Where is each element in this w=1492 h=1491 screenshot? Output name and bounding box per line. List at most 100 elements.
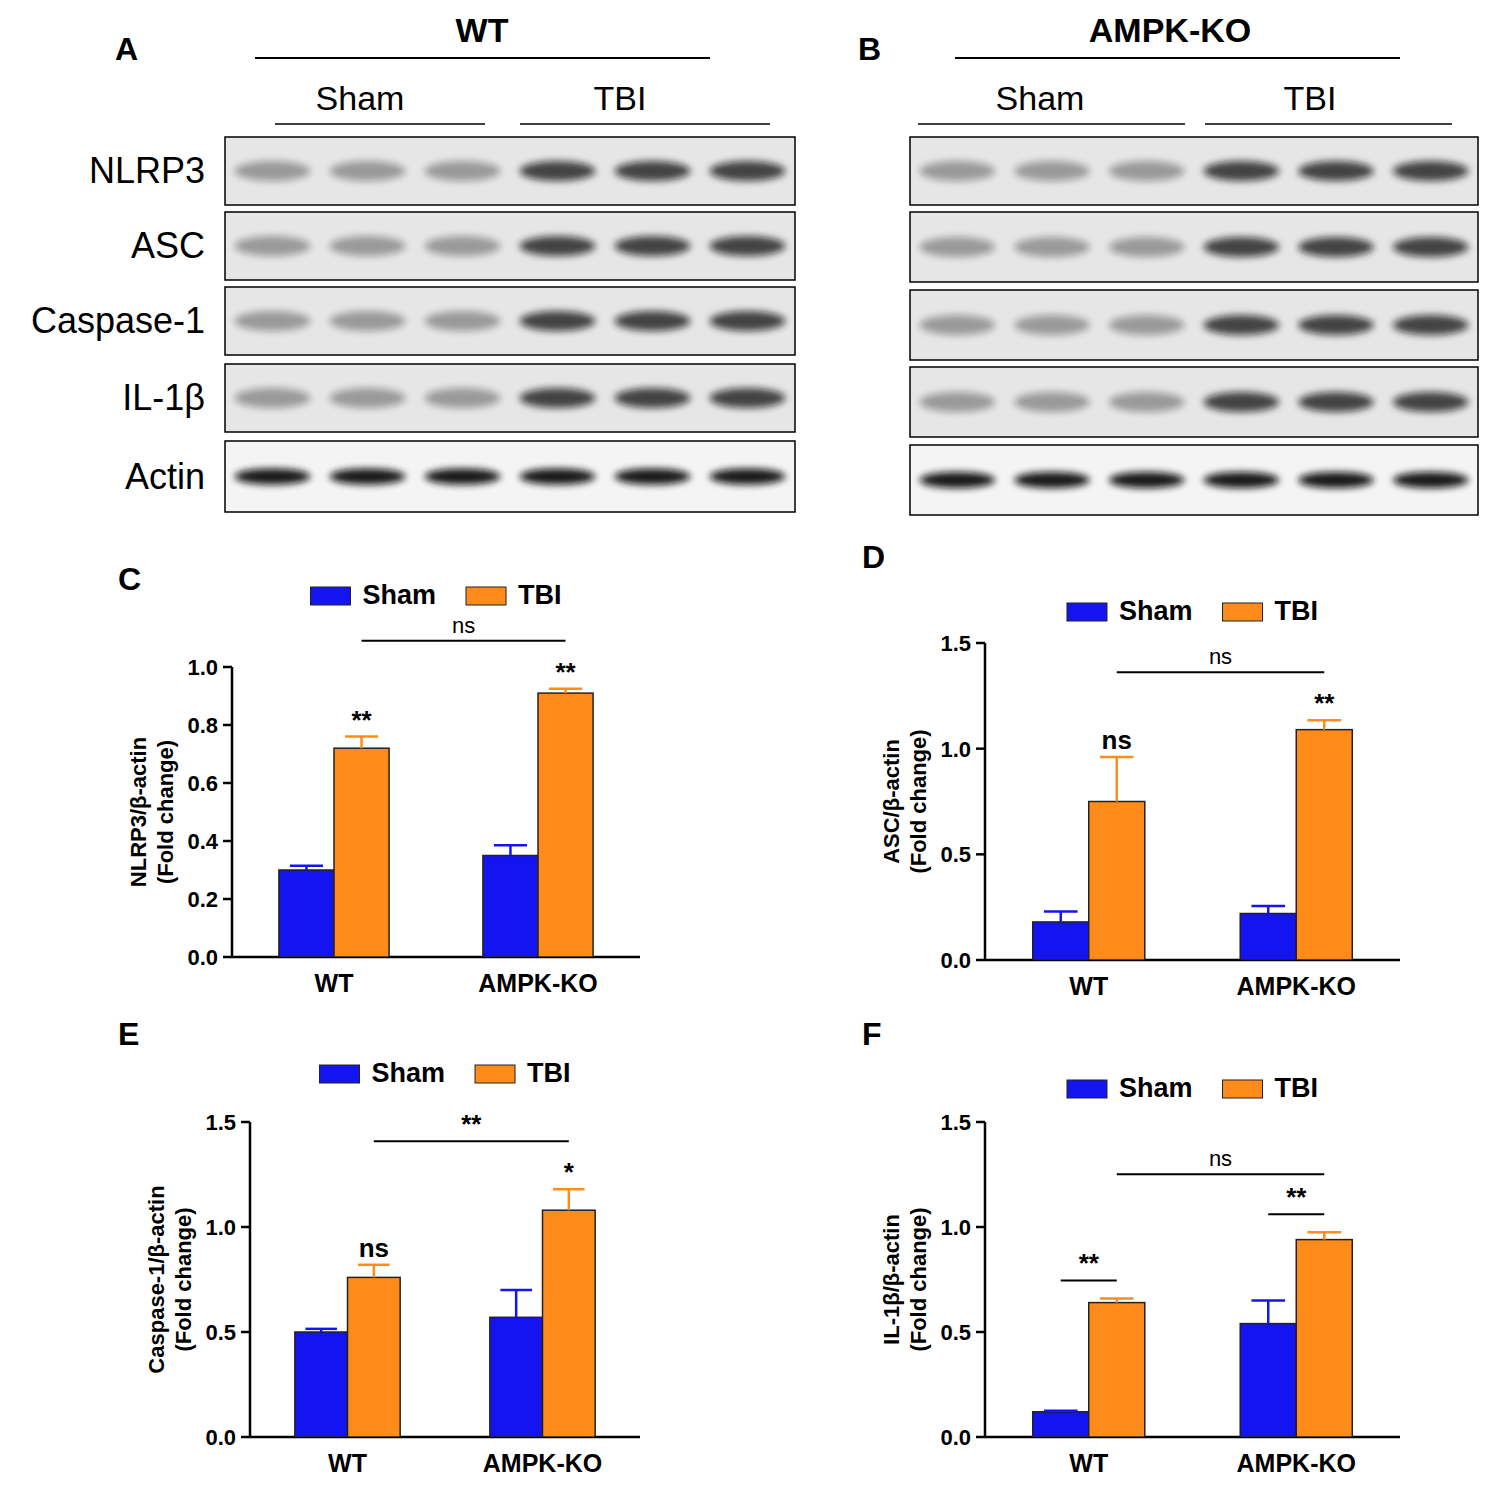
y-tick xyxy=(976,1226,985,1229)
bar xyxy=(1033,922,1089,960)
panel-letter: C xyxy=(118,561,141,597)
error-bar xyxy=(553,1189,585,1210)
bar xyxy=(538,693,593,957)
blot-band xyxy=(919,161,995,181)
blot-band xyxy=(1393,472,1469,488)
blot-band xyxy=(710,388,786,408)
blot-band xyxy=(1109,237,1185,257)
y-tick xyxy=(976,853,985,856)
error-stem xyxy=(360,737,363,749)
bar xyxy=(295,1332,348,1437)
blot-band xyxy=(615,236,691,256)
y-tick xyxy=(241,1331,250,1334)
blot-band xyxy=(520,469,596,485)
y-tick-label: 0.8 xyxy=(187,713,218,738)
x-tick-label: WT xyxy=(1069,972,1108,1000)
bracket-label: ** xyxy=(461,1109,482,1139)
blot-band xyxy=(1109,315,1185,335)
error-bar xyxy=(1100,757,1134,801)
blot-band xyxy=(919,392,995,412)
blot-band xyxy=(1393,161,1469,181)
y-tick-label: 1.5 xyxy=(940,1110,971,1135)
blot-band xyxy=(1014,161,1090,181)
group-line xyxy=(520,123,770,125)
blot-band xyxy=(615,311,691,331)
group-line xyxy=(1205,123,1452,125)
error-stem xyxy=(373,1265,376,1278)
blot-band xyxy=(235,311,311,331)
legend: ShamTBI xyxy=(1067,1073,1318,1103)
legend-swatch xyxy=(319,1065,359,1083)
bracket xyxy=(1117,671,1325,673)
y-tick xyxy=(241,1226,250,1229)
y-tick xyxy=(223,898,232,901)
x-tick-label: AMPK-KO xyxy=(478,969,597,997)
bar xyxy=(1296,1240,1352,1437)
y-tick-label: 0.0 xyxy=(187,945,218,970)
blot-band xyxy=(1109,161,1185,181)
error-bar xyxy=(1251,1301,1285,1324)
y-tick-label: 1.0 xyxy=(205,1215,236,1240)
y-axis-title: ASC/β-actin xyxy=(879,739,904,864)
error-bar xyxy=(305,1329,337,1332)
y-tick-label: 0.0 xyxy=(205,1425,236,1450)
y-tick-label: 0.5 xyxy=(940,842,971,867)
bracket xyxy=(1061,1279,1117,1281)
blot-band xyxy=(919,315,995,335)
blot-band xyxy=(425,388,501,408)
blot-band xyxy=(710,311,786,331)
blot-band xyxy=(710,236,786,256)
y-tick xyxy=(241,1436,250,1439)
blot-band xyxy=(235,388,311,408)
plot-area xyxy=(1033,1232,1353,1437)
error-cap xyxy=(1044,910,1078,913)
legend-label: Sham xyxy=(362,580,436,610)
legend-label: Sham xyxy=(371,1058,445,1088)
bar xyxy=(1240,1324,1296,1437)
genotype-line xyxy=(955,57,1400,59)
blot-band xyxy=(1393,237,1469,257)
blot-band xyxy=(919,472,995,488)
y-tick-label: 1.5 xyxy=(205,1110,236,1135)
error-bar xyxy=(358,1265,390,1278)
bar-chart: C0.00.20.40.60.81.0NLRP3/β-actin(Fold ch… xyxy=(118,561,640,997)
blot-band xyxy=(710,469,786,485)
legend-label: TBI xyxy=(1275,1073,1319,1103)
bracket xyxy=(374,1140,569,1142)
significance: * xyxy=(564,1157,575,1187)
blot-band xyxy=(520,388,596,408)
y-axis xyxy=(249,1122,252,1437)
y-tick-label: 1.5 xyxy=(940,631,971,656)
y-tick-label: 0.5 xyxy=(940,1320,971,1345)
blot-band xyxy=(1298,392,1374,412)
bracket xyxy=(362,640,566,642)
bar xyxy=(1033,1412,1089,1437)
error-bar xyxy=(1100,1298,1134,1302)
error-cap xyxy=(345,735,378,738)
genotype-line xyxy=(255,57,710,59)
y-tick xyxy=(976,1331,985,1334)
error-stem xyxy=(1116,757,1119,801)
blot-band xyxy=(425,311,501,331)
blot-band xyxy=(1014,237,1090,257)
blot-band xyxy=(520,236,596,256)
bracket-label: ** xyxy=(1286,1182,1307,1212)
y-axis xyxy=(984,643,987,960)
blot-band xyxy=(1203,392,1279,412)
blot-band xyxy=(425,469,501,485)
blot-strip xyxy=(225,287,795,355)
bar-chart: F0.00.51.01.5IL-1β/β-actin(Fold change)W… xyxy=(862,1016,1400,1477)
blot-strip xyxy=(225,364,795,432)
bar xyxy=(1296,730,1352,960)
plot-area xyxy=(1033,720,1353,960)
blot-band xyxy=(1298,161,1374,181)
bar xyxy=(334,748,389,957)
error-bar xyxy=(549,689,582,693)
error-cap xyxy=(1251,905,1285,908)
blot-strip xyxy=(910,290,1478,360)
bar xyxy=(1089,1303,1145,1437)
legend-swatch xyxy=(1067,1080,1107,1098)
y-tick xyxy=(976,1121,985,1124)
significance: ** xyxy=(1314,688,1335,718)
error-bar xyxy=(1044,911,1078,922)
